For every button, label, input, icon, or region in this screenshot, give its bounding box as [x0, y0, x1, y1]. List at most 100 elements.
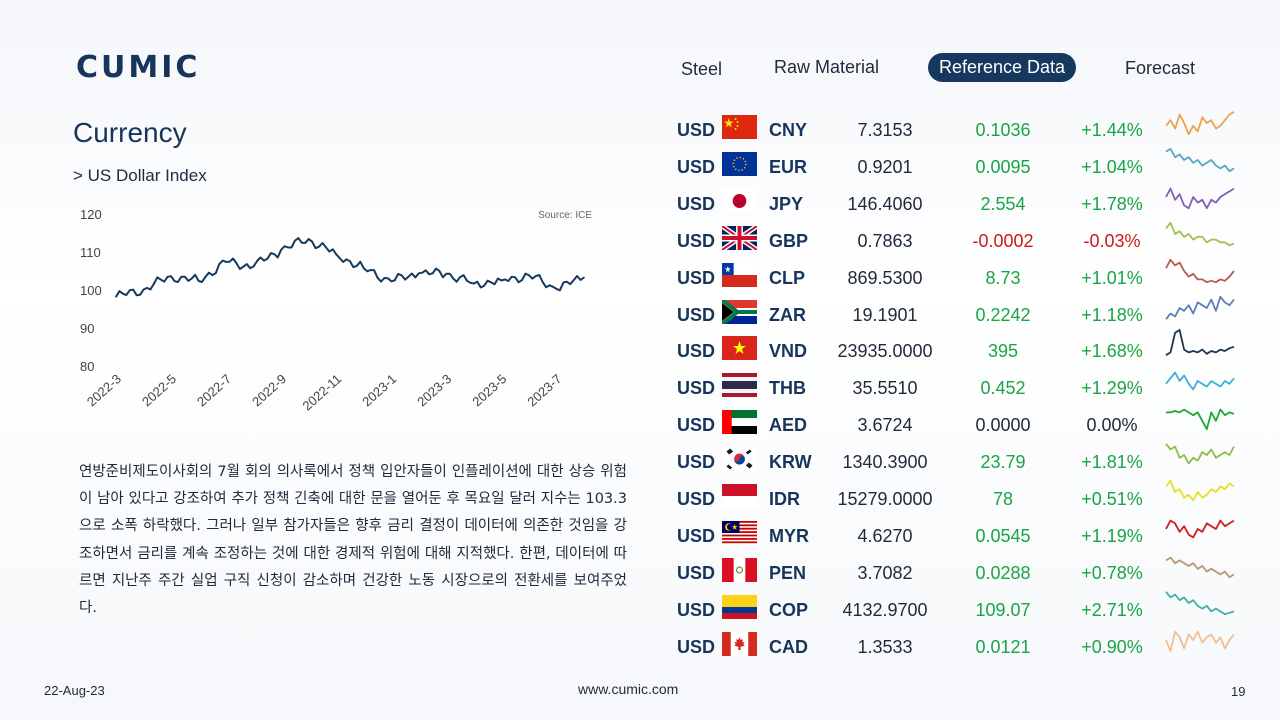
sparkline-eur	[1165, 147, 1235, 172]
percent-change: +0.90%	[1081, 636, 1143, 657]
base-currency: USD	[677, 120, 716, 140]
currency-row-thb: USD THB 35.5510 0.452 +1.29%	[0, 369, 1280, 405]
data-point	[280, 248, 282, 251]
currency-row-eur: USD EUR 0.9201 0.0095 +1.04%	[0, 147, 1280, 184]
exchange-rate: 4132.9700	[842, 599, 928, 620]
currency-code: KRW	[769, 452, 812, 473]
sparkline-pen	[1165, 556, 1235, 578]
data-point	[362, 267, 365, 270]
base-currency: USD	[677, 636, 716, 657]
data-point	[473, 282, 475, 285]
sparkline-series	[1165, 556, 1235, 578]
percent-change: +2.71%	[1081, 599, 1143, 620]
percent-change: +1.18%	[1081, 304, 1143, 325]
sparkline-series	[1165, 221, 1235, 246]
base-currency: USD	[677, 599, 716, 620]
y-tick-label: 110	[80, 245, 101, 260]
exchange-rate: 35.5510	[852, 378, 918, 399]
flag-th-icon	[722, 373, 757, 398]
flag-za-icon	[722, 299, 757, 324]
sparkline-series	[1165, 479, 1235, 502]
currency-row-idr: USD IDR 15279.0000 78 +0.51%	[0, 479, 1280, 516]
percent-change: +1.01%	[1081, 267, 1143, 288]
rate-change: 0.1036	[975, 120, 1031, 140]
currency-row-pen: USD PEN 3.7082 0.0288 +0.78%	[0, 554, 1280, 590]
flag-gb-icon	[722, 225, 757, 250]
footer-url[interactable]: www.cumic.com	[578, 681, 679, 697]
page-number: 19	[1231, 684, 1246, 699]
currency-code: CAD	[769, 636, 808, 657]
flag-id-icon	[722, 484, 757, 508]
rate-change: 0.0545	[975, 525, 1031, 546]
sparkline-series	[1165, 187, 1235, 209]
base-currency: USD	[677, 562, 716, 583]
data-point	[445, 272, 448, 275]
flag-jp-icon	[722, 188, 757, 213]
base-currency: USD	[677, 193, 716, 214]
rate-change: 23.79	[980, 452, 1026, 473]
currency-code: EUR	[769, 156, 808, 177]
dollar-index-chart: 120 110 100 90 80 2022-3 2022-5 2022-7 2022-9 202…	[72, 198, 612, 438]
y-tick-label: 100	[80, 283, 102, 298]
base-currency: USD	[677, 304, 716, 325]
tab-raw-material[interactable]: Raw Material	[774, 57, 880, 77]
data-point	[500, 279, 503, 282]
base-currency: USD	[677, 378, 716, 399]
y-tick-label: 120	[80, 207, 102, 222]
currency-row-zar: USD ZAR 19.1901 0.2242 +1.18%	[0, 295, 1280, 332]
sparkline-gbp	[1165, 221, 1235, 246]
rate-change: 395	[987, 341, 1019, 362]
y-tick-label: 90	[80, 321, 94, 336]
exchange-rate: 146.4060	[847, 193, 923, 214]
currency-row-cny: USD CNY 7.3153 0.1036 +1.44%	[0, 111, 1280, 147]
rate-change: 0.2242	[975, 304, 1031, 325]
sparkline-clp	[1165, 258, 1235, 283]
rate-change: 109.07	[975, 599, 1031, 620]
sparkline-vnd	[1165, 329, 1235, 357]
sparkline-series	[1165, 519, 1235, 539]
currency-code: VND	[769, 341, 808, 362]
base-currency: USD	[677, 489, 716, 509]
flag-co-icon	[722, 594, 757, 619]
data-point	[252, 265, 255, 268]
currency-code: THB	[769, 378, 806, 399]
rate-change: 2.554	[980, 193, 1026, 214]
data-point	[115, 296, 117, 298]
sparkline-series	[1165, 590, 1235, 615]
base-currency: USD	[677, 341, 716, 362]
flag-vn-icon	[722, 336, 757, 361]
dollar-index-series-line	[115, 237, 585, 298]
currency-row-myr: USD MYR 4.6270 0.0545 +1.19%	[0, 517, 1280, 553]
rate-change: 0.0121	[975, 636, 1031, 657]
currency-code: ZAR	[769, 304, 806, 325]
sparkline-jpy	[1165, 187, 1235, 209]
tab-reference-data[interactable]: Reference Data	[928, 53, 1077, 82]
y-tick-label: 80	[80, 359, 94, 374]
footer-date: 22-Aug-23	[44, 683, 105, 698]
flag-cn-icon	[722, 115, 757, 139]
exchange-rate: 4.6270	[857, 525, 913, 546]
percent-change: +1.29%	[1081, 378, 1143, 399]
rate-change: 8.73	[985, 267, 1021, 288]
tab-steel[interactable]: Steel	[681, 59, 723, 79]
currency-row-cad: USD CAD 1.3533 0.0121 +0.90%	[0, 628, 1280, 664]
data-point	[555, 288, 558, 290]
currency-code: GBP	[769, 230, 809, 251]
percent-change: -0.03%	[1083, 230, 1141, 251]
data-point	[307, 238, 310, 240]
data-point	[528, 274, 530, 276]
tab-forecast[interactable]: Forecast	[1125, 58, 1196, 78]
percent-change: 0.00%	[1086, 415, 1138, 436]
sparkline-aed	[1166, 408, 1235, 431]
sparkline-series	[1166, 408, 1235, 431]
exchange-rate: 0.9201	[857, 156, 913, 177]
exchange-rate: 3.7082	[857, 562, 913, 583]
percent-change: +1.19%	[1081, 525, 1143, 546]
currency-code: CLP	[769, 267, 805, 288]
sparkline-series	[1165, 147, 1235, 172]
sparkline-cop	[1165, 590, 1235, 615]
rate-change: -0.0002	[972, 230, 1034, 251]
percent-change: +1.44%	[1081, 120, 1143, 140]
data-point	[225, 261, 227, 263]
